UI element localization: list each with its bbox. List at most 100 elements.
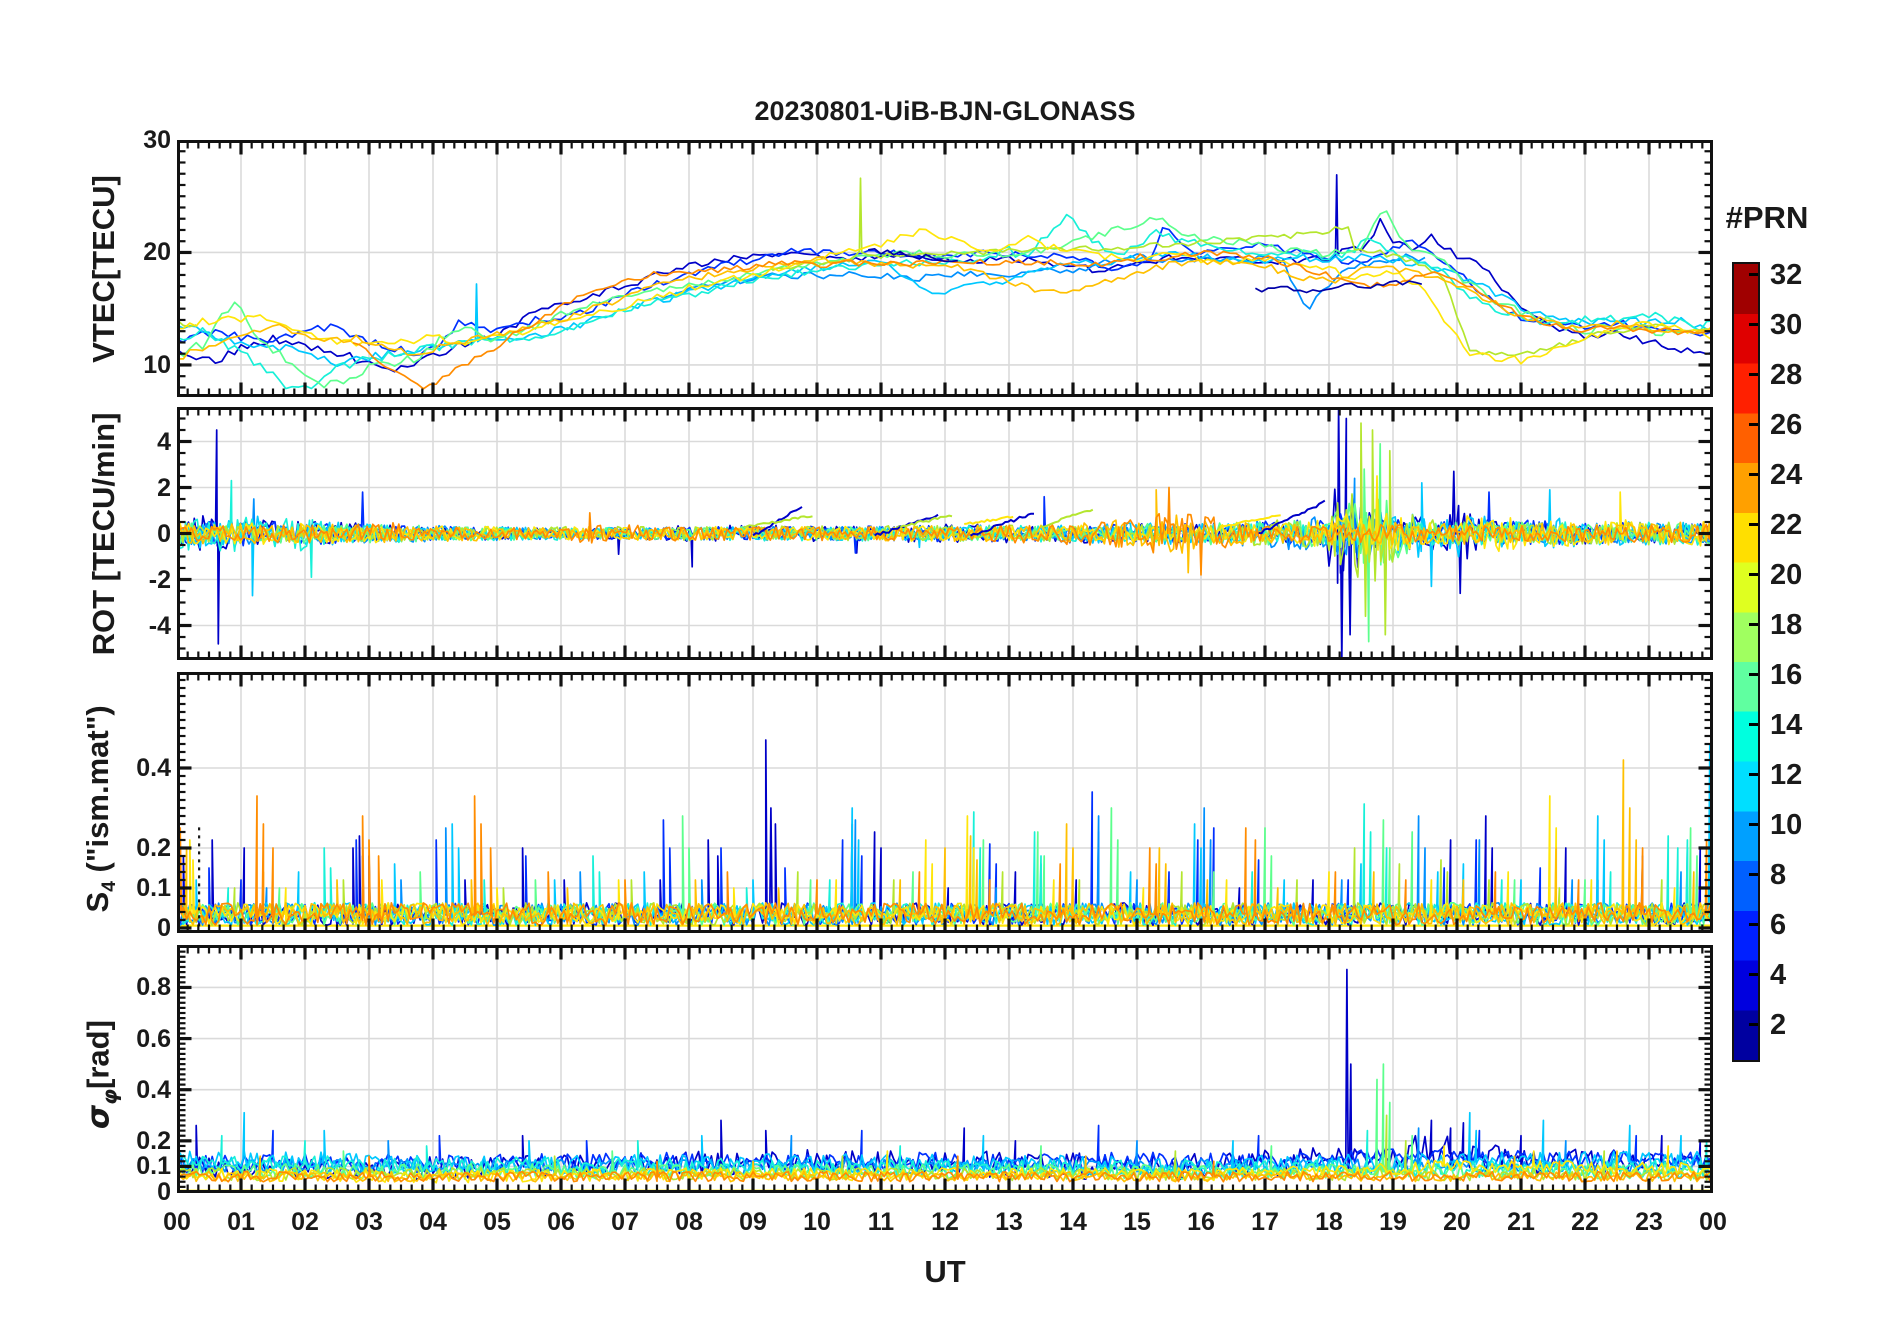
series-prn-13 bbox=[179, 213, 1711, 390]
colorbar-tick bbox=[1749, 373, 1758, 376]
x-tick-label: 00 bbox=[163, 1208, 191, 1236]
gridlines bbox=[179, 947, 1711, 1191]
x-tick-label: 09 bbox=[739, 1208, 767, 1236]
gridlines bbox=[179, 142, 1711, 395]
series-prn-3 bbox=[868, 247, 1423, 294]
x-tick-label: 15 bbox=[1123, 1208, 1151, 1236]
colorbar-tick-label: 8 bbox=[1770, 858, 1787, 891]
y-tick-label: 0.8 bbox=[136, 973, 171, 1002]
y-axis-label-part: φ bbox=[97, 1088, 122, 1105]
s4-panel bbox=[177, 672, 1713, 933]
series-prn-13 bbox=[179, 1129, 1711, 1179]
series-prn-23 bbox=[352, 250, 1710, 390]
y-tick-label: 0 bbox=[157, 914, 171, 942]
y-axis-label-sigma-phi: σφ[rad] bbox=[76, 825, 131, 1325]
y-tick-label: 20 bbox=[143, 238, 171, 267]
rot-panel bbox=[177, 407, 1713, 660]
x-tick-label: 23 bbox=[1635, 1208, 1663, 1236]
colorbar-tick bbox=[1749, 723, 1758, 726]
y-tick-label: 30 bbox=[143, 126, 171, 154]
x-tick-label: 16 bbox=[1187, 1208, 1215, 1236]
axis-ticks bbox=[177, 407, 1713, 660]
colorbar-tick bbox=[1749, 823, 1758, 826]
x-tick-label: 14 bbox=[1059, 1208, 1087, 1236]
y-tick-label: 0 bbox=[157, 1177, 171, 1206]
x-axis-label: UT bbox=[924, 1254, 966, 1289]
series-prn-15 bbox=[179, 210, 1711, 389]
x-tick-label: 08 bbox=[675, 1208, 703, 1236]
series-prn-11 bbox=[179, 1111, 1711, 1178]
colorbar-tick bbox=[1749, 623, 1758, 626]
y-tick-label: 0.4 bbox=[136, 754, 171, 782]
sigma-phi-panel bbox=[177, 945, 1713, 1193]
x-tick-label: 05 bbox=[483, 1208, 511, 1236]
colorbar-tick-label: 12 bbox=[1770, 758, 1803, 791]
y-tick-label: 0.4 bbox=[136, 1075, 171, 1104]
panel-border bbox=[177, 407, 1713, 660]
x-tick-label: 12 bbox=[931, 1208, 959, 1236]
x-tick-label: 20 bbox=[1443, 1208, 1471, 1236]
x-tick-label: 10 bbox=[803, 1208, 831, 1236]
x-tick-label: 17 bbox=[1251, 1208, 1279, 1236]
series-prn-20 bbox=[179, 1145, 1711, 1184]
series-group bbox=[179, 174, 1711, 390]
colorbar bbox=[1732, 262, 1760, 1062]
panel-border bbox=[177, 945, 1713, 1193]
y-tick-label: 10 bbox=[143, 350, 171, 379]
colorbar-tick bbox=[1749, 1023, 1758, 1026]
series-prn-23 bbox=[179, 1155, 1711, 1183]
y-tick-label: 4 bbox=[157, 427, 171, 456]
colorbar-tick-label: 10 bbox=[1770, 808, 1803, 841]
x-tick-label: 04 bbox=[419, 1208, 447, 1236]
colorbar-tick bbox=[1749, 923, 1758, 926]
colorbar-tick bbox=[1749, 773, 1758, 776]
y-tick-label: 0.6 bbox=[136, 1024, 171, 1053]
panel-border bbox=[177, 672, 1713, 933]
x-tick-label: 11 bbox=[867, 1208, 895, 1236]
series-prn-20 bbox=[179, 228, 1711, 365]
x-tick-label: 21 bbox=[1507, 1208, 1535, 1236]
series-group bbox=[179, 409, 1711, 658]
colorbar-tick-label: 26 bbox=[1770, 408, 1803, 441]
colorbar-tick-label: 16 bbox=[1770, 658, 1803, 691]
y-tick-label: 2 bbox=[157, 473, 171, 502]
x-tick-label: 03 bbox=[355, 1208, 383, 1236]
colorbar-tick-label: 20 bbox=[1770, 558, 1803, 591]
colorbar-label: #PRN bbox=[1725, 200, 1809, 235]
y-axis-label-part: [rad] bbox=[80, 1020, 116, 1089]
x-tick-label: 01 bbox=[227, 1208, 255, 1236]
colorbar-tick bbox=[1749, 673, 1758, 676]
x-tick-label: 19 bbox=[1379, 1208, 1407, 1236]
y-tick-label: -4 bbox=[148, 611, 171, 640]
x-tick-label: 13 bbox=[995, 1208, 1023, 1236]
series-prn-4 bbox=[179, 1124, 1711, 1174]
colorbar-tick bbox=[1749, 973, 1758, 976]
x-tick-label: 00 bbox=[1699, 1208, 1727, 1236]
chart-title: 20230801-UiB-BJN-GLONASS bbox=[754, 96, 1136, 126]
x-tick-label: 07 bbox=[611, 1208, 639, 1236]
y-tick-label: 0.2 bbox=[136, 1126, 171, 1155]
vtec-panel bbox=[177, 140, 1713, 397]
x-tick-label: 22 bbox=[1571, 1208, 1599, 1236]
y-tick-label: -2 bbox=[148, 565, 171, 594]
series-prn-21 bbox=[179, 488, 1711, 574]
y-tick-label: 0 bbox=[157, 519, 171, 548]
colorbar-tick-label: 32 bbox=[1770, 258, 1803, 291]
colorbar-tick bbox=[1749, 273, 1758, 276]
x-tick-label: 06 bbox=[547, 1208, 575, 1236]
y-axis-label-part: σ bbox=[80, 1104, 117, 1130]
colorbar-tick bbox=[1749, 523, 1758, 526]
series-prn-18-slips bbox=[743, 508, 1094, 529]
colorbar-tick bbox=[1749, 323, 1758, 326]
x-tick-label: 18 bbox=[1315, 1208, 1343, 1236]
y-tick-label: 0.1 bbox=[136, 1152, 171, 1181]
colorbar-tick bbox=[1749, 873, 1758, 876]
colorbar-tick-label: 14 bbox=[1770, 708, 1803, 741]
colorbar-tick-label: 6 bbox=[1770, 908, 1787, 941]
y-tick-label: 0.2 bbox=[136, 834, 171, 862]
x-tick-label: 02 bbox=[291, 1208, 319, 1236]
series-prn-21 bbox=[179, 256, 1711, 360]
panel-border bbox=[177, 140, 1713, 397]
colorbar-tick-label: 2 bbox=[1770, 1008, 1787, 1041]
